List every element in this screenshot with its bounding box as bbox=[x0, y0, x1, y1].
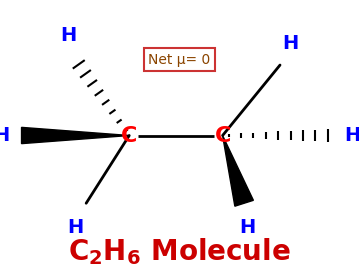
Polygon shape bbox=[22, 127, 129, 144]
Text: H: H bbox=[0, 126, 10, 145]
Text: H: H bbox=[67, 218, 84, 237]
Text: $\mathbf{C_2H_6}$ Molecule: $\mathbf{C_2H_6}$ Molecule bbox=[68, 237, 291, 267]
Text: H: H bbox=[283, 34, 299, 53]
Text: H: H bbox=[239, 218, 256, 237]
Polygon shape bbox=[223, 136, 253, 206]
Text: H: H bbox=[344, 126, 359, 145]
Text: C: C bbox=[121, 125, 137, 146]
Text: H: H bbox=[60, 26, 76, 45]
Text: C: C bbox=[214, 125, 231, 146]
Text: Net μ= 0: Net μ= 0 bbox=[148, 53, 211, 67]
